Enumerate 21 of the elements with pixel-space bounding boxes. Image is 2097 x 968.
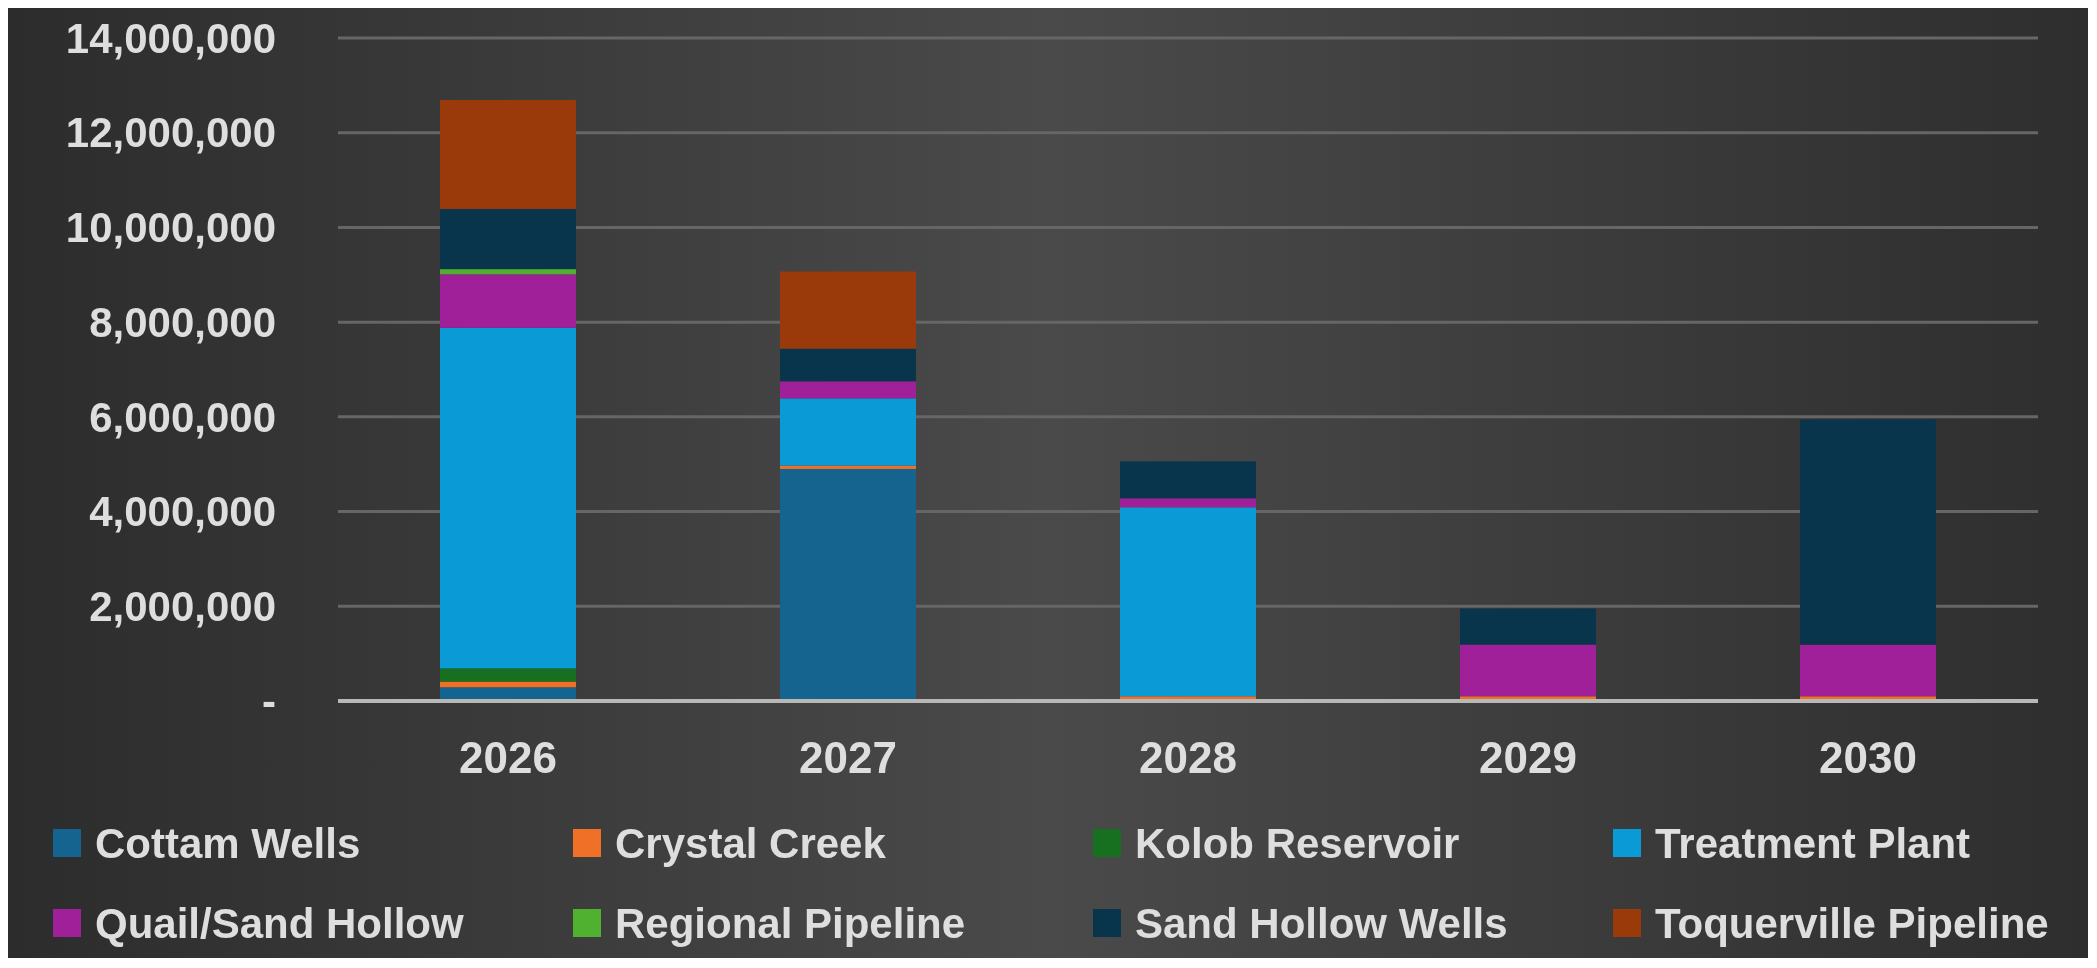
legend-label: Toquerville Pipeline <box>1655 899 2049 947</box>
y-tick-label: 10,000,000 <box>65 204 276 252</box>
legend-label: Kolob Reservoir <box>1135 819 1460 867</box>
y-tick-label: 12,000,000 <box>65 109 276 157</box>
legend-label: Treatment Plant <box>1655 819 1971 867</box>
x-tick-label: 2030 <box>1819 733 1917 782</box>
legend-label: Crystal Creek <box>615 819 887 867</box>
x-tick-label: 2026 <box>459 733 557 782</box>
legend-label: Cottam Wells <box>95 819 361 867</box>
y-tick-label: 14,000,000 <box>65 14 276 62</box>
legend-label: Quail/Sand Hollow <box>95 899 465 947</box>
x-tick-label: 2028 <box>1139 733 1237 782</box>
legend-label: Sand Hollow Wells <box>1135 899 1508 947</box>
x-tick-label: 2027 <box>799 733 897 782</box>
y-tick-label: - <box>262 677 276 725</box>
y-tick-label: 8,000,000 <box>89 298 276 346</box>
y-tick-label: 2,000,000 <box>89 582 276 630</box>
legend-label: Regional Pipeline <box>615 899 966 947</box>
y-tick-label: 4,000,000 <box>89 488 276 536</box>
y-tick-label: 6,000,000 <box>89 393 276 441</box>
x-tick-label: 2029 <box>1479 733 1577 782</box>
